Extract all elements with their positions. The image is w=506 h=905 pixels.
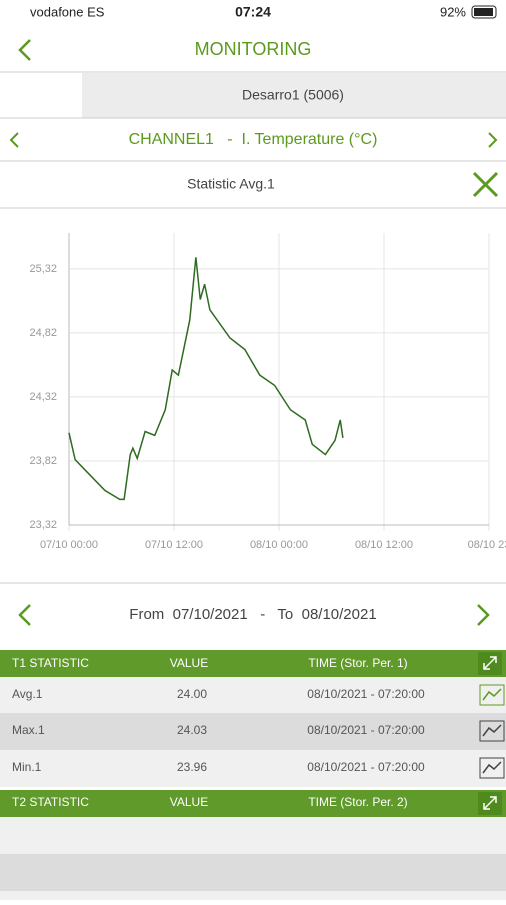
- cell: 08/10/2021 - 07:20:00: [307, 723, 425, 737]
- column-header: T2 STATISTIC: [12, 795, 89, 809]
- carrier: vodafone ES: [30, 4, 105, 19]
- prev-channel[interactable]: [9, 132, 19, 148]
- column-header: VALUE: [170, 795, 208, 809]
- table-header-bg: [0, 650, 506, 677]
- device-tab-bg[interactable]: [82, 73, 506, 118]
- x-tick-label: 07/10 12:00: [145, 539, 203, 551]
- cell: Max.1: [12, 723, 45, 737]
- chart-icon: [482, 761, 502, 774]
- date-range: From 07/10/2021 - To 08/10/2021: [129, 606, 376, 623]
- battery-icon: [471, 5, 497, 19]
- row-bg: [0, 713, 506, 750]
- chart-button[interactable]: [479, 720, 505, 742]
- row-bg: [0, 677, 506, 713]
- chart-button[interactable]: [479, 684, 505, 706]
- next-date[interactable]: [477, 604, 490, 626]
- header-title: MONITORING: [195, 39, 312, 59]
- y-tick-label: 24,82: [29, 327, 57, 339]
- prev-date[interactable]: [18, 604, 31, 626]
- close-button[interactable]: [472, 171, 499, 198]
- device-tab[interactable]: Desarro1 (5006): [242, 87, 344, 103]
- x-tick-label: 08/10 12:00: [355, 539, 413, 551]
- row-bg: [0, 817, 506, 854]
- expand-icon: [483, 796, 497, 810]
- chart: 23,32 23,82 24,32 24,82 25,32 07/10 00:00 07/1…: [29, 233, 506, 551]
- cell: 24.03: [177, 723, 207, 737]
- y-tick-label: 23,82: [29, 455, 57, 467]
- cell: Min.1: [12, 760, 42, 774]
- row-bg: [0, 750, 506, 787]
- column-header: TIME (Stor. Per. 1): [308, 656, 407, 670]
- y-tick-label: 24,32: [29, 391, 57, 403]
- x-tick-label: 07/10 00:00: [40, 539, 98, 551]
- x-tick-label: 08/10 23: [468, 539, 506, 551]
- channel-title: CHANNEL1 - I. Temperature (°C): [129, 131, 378, 148]
- column-header: T1 STATISTIC: [12, 656, 89, 670]
- back-button[interactable]: [18, 39, 31, 61]
- battery-level: [474, 8, 493, 16]
- cell: 24.00: [177, 687, 207, 701]
- y-tick-label: 25,32: [29, 263, 57, 275]
- y-tick-label: 23,32: [29, 519, 57, 531]
- chart-button[interactable]: [479, 757, 505, 779]
- cell: 08/10/2021 - 07:20:00: [307, 760, 425, 774]
- table-header-bg: [0, 790, 506, 817]
- chart-icon: [482, 688, 502, 701]
- expand-icon: [483, 656, 497, 670]
- cell: 23.96: [177, 760, 207, 774]
- battery-text: 92%: [440, 4, 466, 19]
- column-header: TIME (Stor. Per. 2): [308, 795, 407, 809]
- statistic-title: Statistic Avg.1: [187, 176, 275, 192]
- column-header: VALUE: [170, 656, 208, 670]
- next-channel[interactable]: [488, 132, 498, 148]
- clock: 07:24: [235, 4, 271, 20]
- cell: Avg.1: [12, 687, 43, 701]
- data-line: [68, 257, 344, 501]
- x-tick-label: 08/10 00:00: [250, 539, 308, 551]
- row-bg: [0, 854, 506, 891]
- chart-icon: [482, 724, 502, 737]
- cell: 08/10/2021 - 07:20:00: [307, 687, 425, 701]
- row-bg: [0, 891, 506, 900]
